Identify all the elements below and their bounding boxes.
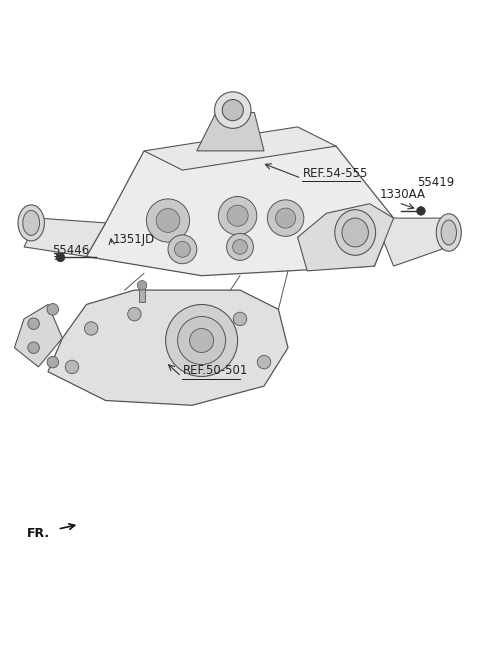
Polygon shape	[298, 204, 394, 271]
Polygon shape	[197, 112, 264, 151]
Circle shape	[233, 312, 247, 326]
Ellipse shape	[436, 214, 461, 251]
Ellipse shape	[18, 205, 45, 241]
Polygon shape	[374, 218, 442, 266]
Circle shape	[84, 322, 98, 335]
Text: 55419: 55419	[418, 176, 455, 189]
Circle shape	[218, 196, 257, 235]
Text: 55446: 55446	[52, 244, 89, 256]
Ellipse shape	[441, 220, 456, 245]
Circle shape	[166, 304, 238, 376]
Circle shape	[28, 318, 39, 329]
Polygon shape	[24, 218, 106, 256]
Polygon shape	[14, 304, 62, 367]
Circle shape	[168, 235, 197, 263]
Circle shape	[227, 205, 248, 226]
Circle shape	[222, 100, 243, 121]
Circle shape	[178, 317, 226, 365]
Circle shape	[56, 253, 65, 261]
Circle shape	[128, 307, 141, 321]
Circle shape	[215, 92, 251, 128]
Ellipse shape	[342, 218, 369, 247]
Circle shape	[65, 360, 79, 374]
Circle shape	[276, 208, 296, 228]
Circle shape	[28, 342, 39, 353]
Text: REF.54-555: REF.54-555	[302, 167, 368, 180]
Circle shape	[227, 233, 253, 260]
Circle shape	[137, 281, 147, 290]
Circle shape	[47, 304, 59, 315]
Bar	[139, 288, 145, 302]
Ellipse shape	[23, 210, 39, 235]
Text: 1330AA: 1330AA	[379, 189, 425, 201]
Polygon shape	[48, 290, 288, 405]
Circle shape	[417, 206, 425, 215]
Circle shape	[47, 356, 59, 368]
Text: 1351JD: 1351JD	[113, 233, 155, 246]
Circle shape	[175, 241, 190, 258]
Circle shape	[156, 209, 180, 233]
Circle shape	[257, 355, 271, 369]
Ellipse shape	[335, 210, 375, 256]
Circle shape	[233, 240, 247, 254]
Circle shape	[190, 328, 214, 353]
Text: FR.: FR.	[26, 527, 49, 539]
Text: REF.50-501: REF.50-501	[182, 365, 248, 378]
Polygon shape	[86, 146, 394, 276]
Circle shape	[267, 200, 304, 237]
Circle shape	[146, 199, 190, 242]
Polygon shape	[144, 127, 336, 170]
